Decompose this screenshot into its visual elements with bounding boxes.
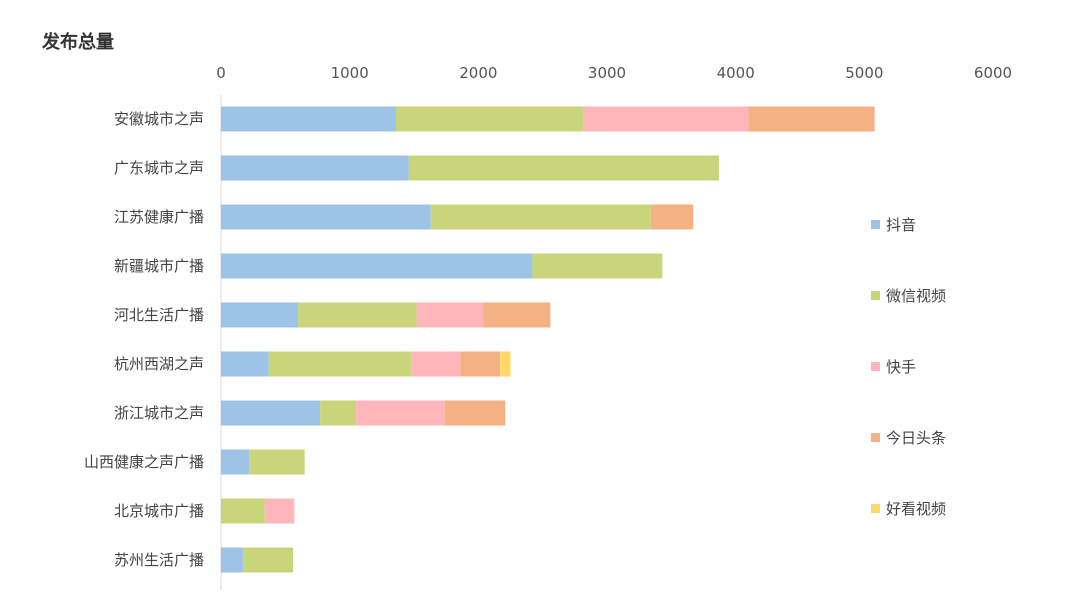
bar-segment bbox=[444, 400, 506, 426]
bar-segment bbox=[298, 302, 417, 328]
category-label: 山西健康之声广播 bbox=[84, 453, 204, 471]
category-label: 安徽城市之声 bbox=[114, 110, 204, 128]
bar-segment bbox=[416, 302, 484, 328]
legend-swatch bbox=[871, 504, 880, 513]
legend-swatch bbox=[871, 433, 880, 442]
x-tick-label: 6000 bbox=[974, 64, 1012, 82]
bar-segment bbox=[320, 400, 357, 426]
legend-label: 好看视频 bbox=[886, 500, 946, 518]
bar-segment bbox=[532, 253, 663, 279]
bar-segment bbox=[221, 155, 409, 181]
x-tick-label: 4000 bbox=[717, 64, 755, 82]
bar-segment bbox=[249, 449, 305, 475]
legend-swatch bbox=[871, 291, 880, 300]
chart-title: 发布总量 bbox=[42, 32, 114, 53]
bar-segment bbox=[264, 498, 295, 524]
bar-segment bbox=[221, 351, 269, 377]
legend-swatch bbox=[871, 220, 880, 229]
bar-segment bbox=[650, 204, 694, 230]
bar-segment bbox=[395, 106, 584, 132]
legend-label: 今日头条 bbox=[886, 429, 946, 447]
category-label: 北京城市广播 bbox=[114, 502, 204, 520]
bar-segment bbox=[221, 106, 396, 132]
x-tick-label: 5000 bbox=[845, 64, 883, 82]
bar-segment bbox=[242, 547, 294, 573]
bar-segment bbox=[221, 547, 243, 573]
legend-label: 快手 bbox=[886, 358, 916, 376]
bar-segment bbox=[268, 351, 412, 377]
bar-segment bbox=[221, 253, 533, 279]
legend-label: 微信视频 bbox=[886, 287, 946, 305]
category-label: 杭州西湖之声 bbox=[114, 355, 204, 373]
category-label: 新疆城市广播 bbox=[114, 257, 204, 275]
x-tick-label: 0 bbox=[216, 64, 226, 82]
bar-segment bbox=[430, 204, 651, 230]
bar-segment bbox=[748, 106, 875, 132]
bar-segment bbox=[221, 449, 250, 475]
category-label: 苏州生活广播 bbox=[114, 551, 204, 569]
bar-segment bbox=[583, 106, 749, 132]
legend-swatch bbox=[871, 362, 880, 371]
bar-segment bbox=[483, 302, 551, 328]
bar-segment bbox=[408, 155, 719, 181]
bar-segment bbox=[460, 351, 501, 377]
legend-label: 抖音 bbox=[886, 216, 916, 234]
bar-segment bbox=[411, 351, 461, 377]
x-tick-label: 3000 bbox=[588, 64, 626, 82]
bar-segment bbox=[221, 302, 299, 328]
x-tick-label: 2000 bbox=[459, 64, 497, 82]
bar-segment bbox=[221, 204, 431, 230]
bar-segment bbox=[221, 400, 321, 426]
x-tick-label: 1000 bbox=[331, 64, 369, 82]
category-label: 河北生活广播 bbox=[114, 306, 204, 324]
bar-segment bbox=[221, 498, 265, 524]
bar-segment bbox=[500, 351, 511, 377]
category-label: 江苏健康广播 bbox=[114, 208, 204, 226]
category-label: 广东城市之声 bbox=[114, 159, 204, 177]
bar-segment bbox=[356, 400, 445, 426]
category-label: 浙江城市之声 bbox=[114, 404, 204, 422]
